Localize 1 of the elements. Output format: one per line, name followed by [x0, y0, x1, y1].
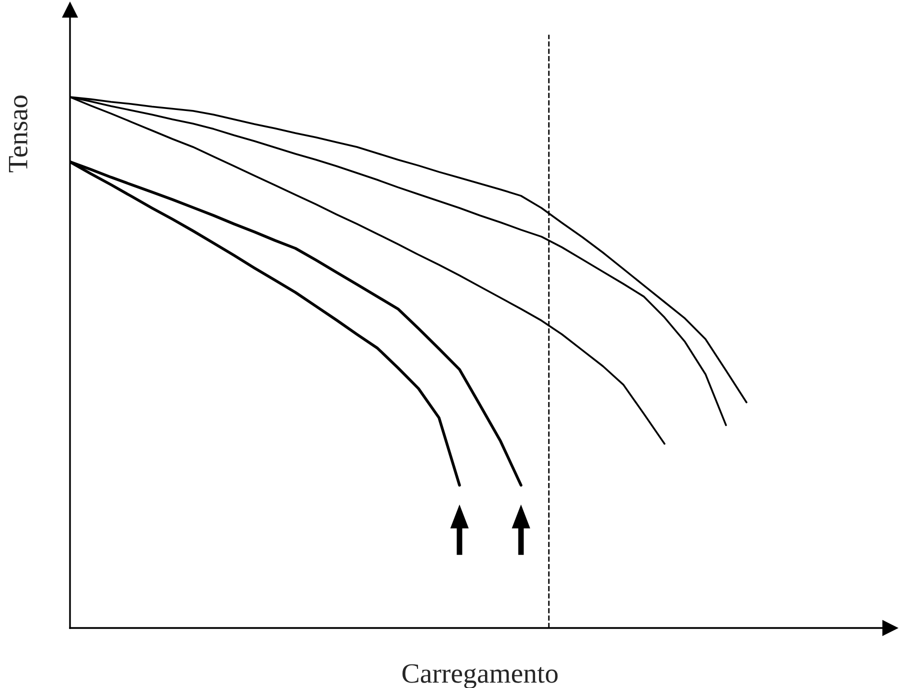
- y-axis-title: Tensao: [8, 96, 28, 172]
